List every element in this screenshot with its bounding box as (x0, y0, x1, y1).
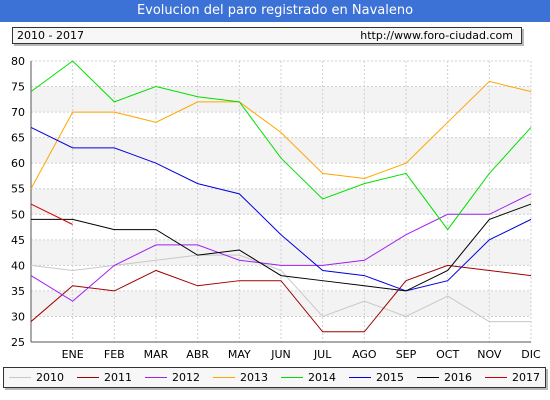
legend-swatch (77, 377, 99, 378)
x-tick-label: NOV (477, 348, 502, 361)
series-line-2017 (30, 203, 73, 225)
legend-swatch (485, 377, 507, 378)
legend-swatch (145, 377, 167, 378)
x-tick-label: AGO (352, 348, 377, 361)
legend-label: 2013 (240, 371, 268, 384)
x-tick-label: ENE (62, 348, 84, 361)
legend-label: 2011 (104, 371, 132, 384)
legend-label: 2010 (36, 371, 64, 384)
legend-swatch (213, 377, 235, 378)
legend-swatch (9, 377, 31, 378)
y-tick-label: 50 (11, 208, 25, 221)
legend-swatch (349, 377, 371, 378)
period-label: 2010 - 2017 (17, 29, 84, 42)
x-tick-label: ABR (186, 348, 209, 361)
x-tick-label: DIC (521, 348, 541, 361)
legend: 2010 2011 2012 2013 2014 2015 2016 2017 (3, 367, 546, 388)
x-tick-label: SEP (396, 348, 417, 361)
series-line-2013 (30, 80, 532, 189)
y-tick-label: 70 (11, 106, 25, 119)
y-tick-label: 30 (11, 310, 25, 323)
legend-label: 2017 (512, 371, 540, 384)
y-tick-label: 40 (11, 259, 25, 272)
series-line-2014 (30, 60, 532, 231)
legend-label: 2012 (172, 371, 200, 384)
y-tick-label: 80 (11, 55, 25, 68)
legend-label: 2014 (308, 371, 336, 384)
x-tick-label: FEB (104, 348, 125, 361)
x-tick-label: MAR (144, 348, 169, 361)
y-tick-label: 45 (11, 234, 25, 247)
series-line-2011 (30, 264, 532, 333)
chart-title: Evolucion del paro registrado en Navalen… (0, 0, 550, 22)
source-url: http://www.foro-ciudad.com (360, 29, 513, 42)
legend-label: 2015 (376, 371, 404, 384)
x-tick-label: OCT (436, 348, 459, 361)
plot-band (31, 290, 531, 317)
y-tick-label: 55 (11, 183, 25, 196)
y-tick-label: 35 (11, 285, 25, 298)
y-tick-label: 25 (11, 336, 25, 349)
y-tick-label: 65 (11, 132, 25, 145)
info-box: 2010 - 2017 http://www.foro-ciudad.com (12, 27, 522, 44)
series-line-2015 (30, 126, 532, 292)
y-tick-label: 60 (11, 157, 25, 170)
x-tick-label: JUL (313, 348, 332, 361)
series-line-2012 (30, 193, 532, 302)
x-tick-label: JUN (270, 348, 291, 361)
legend-swatch (281, 377, 303, 378)
legend-label: 2016 (444, 371, 472, 384)
x-tick-label: MAY (228, 348, 251, 361)
legend-swatch (417, 377, 439, 378)
series-line-2016 (31, 203, 532, 292)
y-tick-label: 75 (11, 81, 25, 94)
